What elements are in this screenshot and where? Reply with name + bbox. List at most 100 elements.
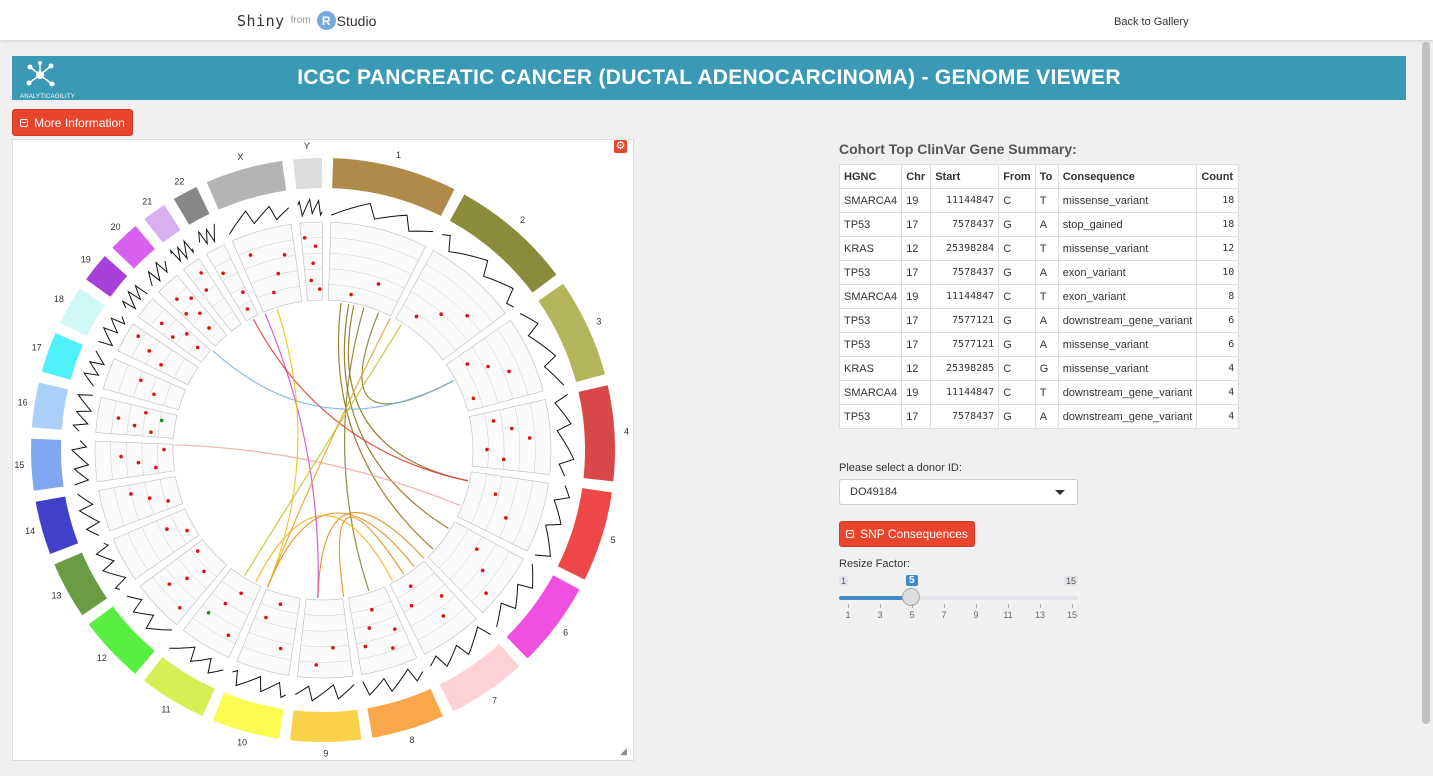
mutation-point: [119, 454, 123, 459]
mutation-point: [204, 288, 209, 292]
resize-handle-icon[interactable]: ◢: [620, 746, 627, 756]
table-cell-from: C: [998, 356, 1036, 381]
mutation-point: [409, 603, 414, 608]
gear-icon[interactable]: ⚙: [614, 140, 627, 153]
table-cell-consequence: missense_variant: [1057, 188, 1198, 213]
table-cell-consequence: downstream_gene_variant: [1057, 308, 1198, 333]
mutation-point: [165, 527, 169, 531]
track-gridline: [254, 617, 296, 630]
track-gridline: [189, 548, 217, 578]
page-title: ICGC PANCREATIC CANCER (DUCTAL ADENOCARC…: [297, 66, 1121, 89]
col-header-consequence[interactable]: Consequence: [1057, 164, 1198, 189]
more-information-button[interactable]: More Information: [12, 109, 133, 136]
chromosome-label-X: X: [237, 152, 243, 162]
mutation-point: [278, 646, 283, 651]
structural-variant-link: [337, 303, 434, 550]
chromosome-label-17: 17: [32, 342, 42, 352]
track-gridline: [164, 567, 197, 601]
snp-consequences-button[interactable]: SNP Consequences: [839, 521, 975, 547]
slider-handle[interactable]: [902, 588, 920, 606]
track-gridline: [438, 529, 469, 569]
shiny-rstudio-brand[interactable]: Shiny from R Studio: [237, 11, 376, 30]
table-cell-consequence: exon_variant: [1057, 284, 1198, 309]
slider-tick-label: 7: [941, 610, 947, 620]
table-cell-count: 18: [1196, 212, 1240, 237]
track-gridline: [142, 408, 147, 437]
chromosome-track-18: [117, 323, 199, 386]
track-gridline: [163, 319, 177, 336]
track-gridline: [353, 614, 398, 629]
track-gridline: [202, 284, 217, 295]
mutation-point: [129, 492, 133, 496]
chromosome-track-14: [98, 476, 184, 532]
col-header-from[interactable]: From: [998, 164, 1036, 189]
copy-number-line: [554, 393, 575, 477]
mutation-point: [202, 569, 206, 574]
slider-tick-label: 5: [909, 610, 915, 620]
table-cell-hgnc: SMARCA4: [838, 380, 903, 405]
col-header-count[interactable]: Count: [1196, 164, 1240, 189]
structural-variant-link: [267, 309, 299, 588]
col-header-start[interactable]: Start: [930, 164, 1000, 189]
chromosome-label-22: 22: [174, 176, 184, 186]
donor-id-select[interactable]: DO49184: [839, 479, 1078, 505]
track-gridline: [358, 643, 411, 660]
chromosome-band-4: [578, 385, 615, 482]
chromosome-band-14: [35, 496, 79, 554]
col-header-hgnc[interactable]: HGNC: [838, 164, 903, 189]
copy-number-line: [534, 485, 571, 557]
mutation-point: [154, 465, 158, 470]
col-header-chr[interactable]: Chr: [901, 164, 932, 189]
table-cell-chr: 19: [901, 188, 932, 213]
structural-variant-link: [264, 313, 319, 598]
chromosome-band-1: [332, 158, 455, 217]
track-gridline: [396, 572, 435, 599]
mutation-point: [363, 644, 368, 649]
table-cell-to: T: [1034, 284, 1059, 309]
track-gridline: [250, 270, 298, 285]
track-gridline: [304, 268, 323, 270]
table-cell-to: A: [1034, 260, 1059, 285]
track-gridline: [238, 239, 294, 256]
table-cell-consequence: missense_variant: [1057, 236, 1198, 261]
mutation-point: [185, 528, 189, 533]
chromosome-band-16: [31, 382, 69, 430]
minus-square-icon: [20, 118, 29, 127]
chromosome-track-9: [296, 598, 354, 679]
mutation-point: [485, 447, 489, 452]
slider-tick-mark: [880, 604, 881, 608]
slider-tick-label: 9: [973, 610, 979, 620]
mutation-point: [139, 378, 143, 383]
copy-number-line: [169, 239, 195, 263]
back-to-gallery-link[interactable]: Back to Gallery: [1114, 16, 1189, 28]
mutation-point: [391, 646, 395, 650]
slider-tick-mark: [1008, 604, 1009, 608]
col-header-to[interactable]: To: [1034, 164, 1059, 189]
chromosome-track-Y: [299, 221, 323, 302]
table-cell-from: C: [998, 284, 1036, 309]
table-cell-to: T: [1034, 236, 1059, 261]
track-gridline: [169, 286, 187, 304]
structural-variant-link: [343, 304, 449, 529]
slider-track[interactable]: [839, 596, 1078, 600]
table-cell-start: 11144847: [930, 284, 1000, 309]
structural-variant-link: [212, 350, 454, 410]
chromosome-label-9: 9: [323, 748, 328, 758]
copy-number-line: [83, 350, 106, 387]
scrollbar-thumb[interactable]: [1422, 42, 1430, 724]
track-gridline: [125, 442, 129, 478]
table-cell-start: 7578437: [930, 260, 1000, 285]
table-cell-chr: 12: [901, 236, 932, 261]
chromosome-track-17: [102, 358, 186, 411]
chromosome-track-8: [348, 586, 418, 676]
copy-number-line: [232, 669, 286, 699]
track-gridline: [211, 592, 249, 616]
chromosome-label-6: 6: [563, 628, 568, 638]
track-gridline: [192, 271, 208, 283]
mutation-point: [147, 496, 152, 501]
mutation-point: [189, 296, 194, 300]
